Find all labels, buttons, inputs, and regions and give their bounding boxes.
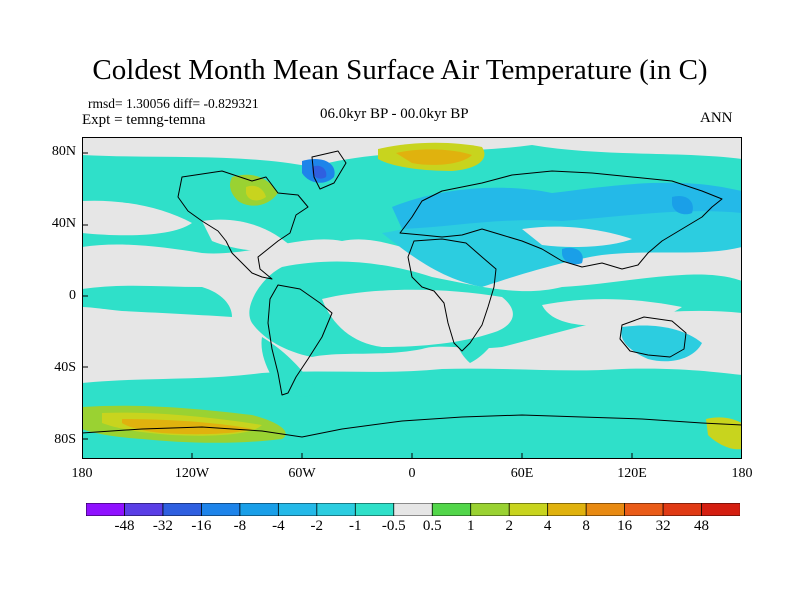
colorbar-box [508,503,549,516]
season-label: ANN [700,110,733,126]
colorbar-label: 4 [543,518,552,534]
colorbar-box [239,503,280,516]
colorbar-label: 1 [466,518,475,534]
lon-tick-label: 60W [288,466,316,481]
colorbar-label: -0.5 [381,518,406,534]
colorbar-label: -4 [272,518,285,534]
lon-tick-label: 0 [408,466,416,481]
lon-tick-label: 120E [617,466,647,481]
colorbar-label: 0.5 [422,518,442,534]
colorbar-box [354,503,395,516]
colorbar-box [662,503,703,516]
colorbar-box [316,503,356,516]
colorbar-box [277,503,318,516]
lon-tick-label: 180 [731,466,753,481]
colorbar-label: -2 [310,518,324,534]
lat-tick-label: 80N [51,144,76,159]
colorbar-label: 16 [617,518,633,534]
anomaly-map [82,137,742,459]
colorbar-label: -1 [349,518,362,534]
colorbar-label: -8 [233,518,247,534]
colorbar-box [124,503,164,516]
colorbar-label: 32 [655,518,671,534]
chart-title: Coldest Month Mean Surface Air Temperatu… [92,54,708,86]
colorbar-box [431,503,472,516]
map-ticks [82,152,633,459]
lon-tick-label: 120W [174,466,210,481]
colorbar-label: 2 [505,518,513,534]
colorbar-label: -32 [152,518,173,534]
colorbar-box [201,503,241,516]
anomaly-fill [82,142,742,459]
rmsd-diff-stats: rmsd= 1.30056 diff= -0.829321 [88,96,259,111]
colorbar-box [701,503,740,516]
colorbar-box [547,503,587,516]
colorbar-box [86,503,126,516]
lat-tick-label: 80S [54,432,76,447]
experiment-label: Expt = temng-temna [82,112,206,128]
lat-tick-label: 40S [54,360,76,375]
lat-tick-label: 40N [51,216,76,231]
colorbar-label: -16 [191,518,212,534]
colorbar-label: 48 [694,518,709,534]
lat-tick-label: 0 [69,288,76,303]
colorbar-box [393,503,433,516]
coastlines [82,150,742,438]
colorbar-box [470,503,510,516]
colorbar [86,503,740,516]
colorbar-box [624,503,664,516]
lon-tick-label: 180 [71,466,93,481]
lon-tick-label: 60E [510,466,534,481]
colorbar-label: 8 [582,518,590,534]
colorbar-box [585,503,626,516]
colorbar-label: -48 [114,518,135,534]
period-label: 06.0kyr BP - 00.0kyr BP [320,106,469,122]
colorbar-box [162,503,203,516]
